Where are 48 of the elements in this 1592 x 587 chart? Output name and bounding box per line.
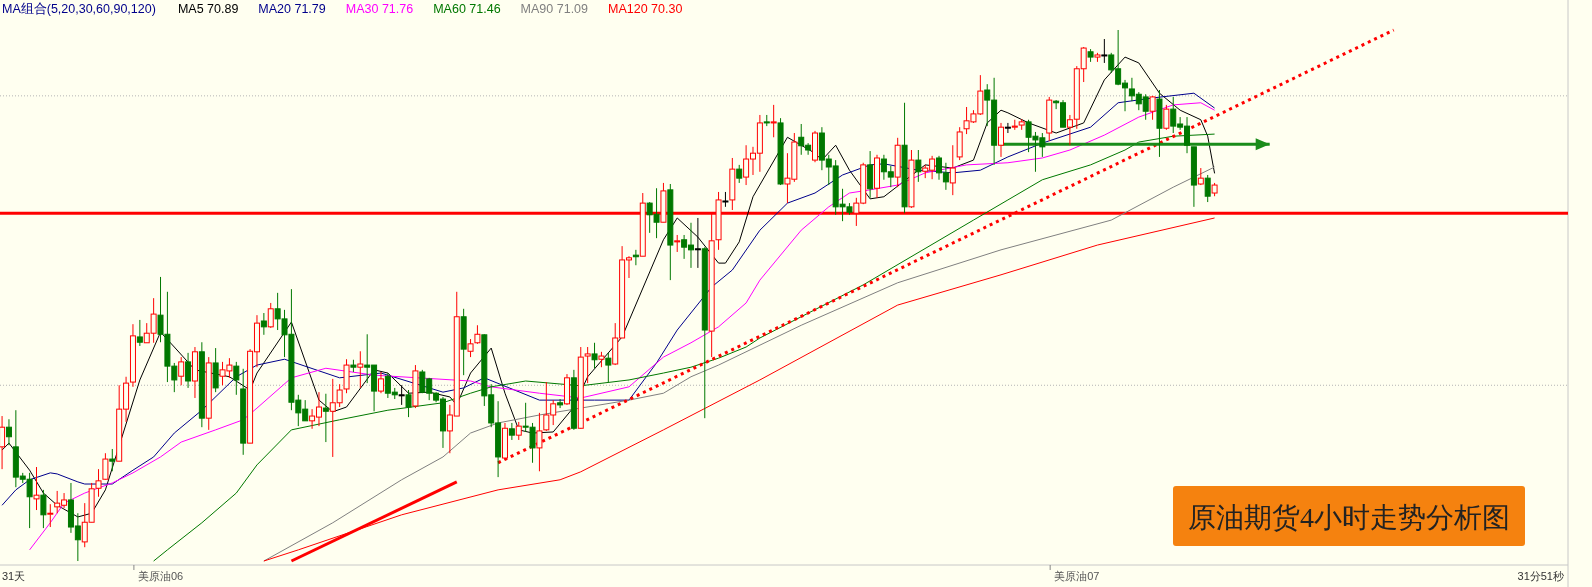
candlestick [185,352,192,389]
candlestick [357,350,364,389]
legend-title: MA组合(5,20,30,60,90,120) [2,2,156,16]
candlestick [47,503,54,528]
x-tick-label: 美原油06 [137,570,184,582]
candlestick [998,122,1005,158]
candlestick [736,164,743,184]
candlestick [1204,174,1211,203]
candlestick [405,389,412,418]
text: 31分51秒 [1517,570,1564,582]
candlestick [5,418,12,446]
text: MA5 70.89 [177,2,239,16]
candlestick [377,371,384,394]
candlestick [109,448,116,472]
candlestick [694,217,701,269]
text: MA120 70.30 [608,2,683,16]
text: MA20 71.79 [258,2,326,16]
candlestick [474,324,481,345]
candlestick [949,144,956,196]
candlestick [267,302,274,329]
candlestick [0,415,6,470]
candlestick [591,342,598,369]
candlestick [605,352,612,383]
candlestick [40,489,47,529]
candlestick [398,384,405,406]
candlestick [322,393,329,443]
text: MA30 71.76 [345,2,414,16]
candlestick [102,452,109,481]
candlestick [136,319,143,347]
text: MA60 71.46 [433,2,501,16]
candlestick [515,421,522,441]
candlestick [915,149,922,183]
candlestick [557,398,564,409]
candlestick [260,312,267,336]
candlestick [1101,38,1108,64]
text: MA90 71.09 [520,2,589,16]
candlestick [770,104,777,138]
candlestick [1004,122,1011,134]
candlestick [467,338,474,358]
text: 原油期货4小时走势分析图 [1188,502,1510,533]
candlestick [867,150,874,199]
text: 31天 [2,570,26,582]
candlestick [233,361,240,396]
candlestick [508,422,515,441]
candlestick [178,356,185,386]
candlestick [33,466,40,511]
x-tick-label: 美原油07 [1054,570,1100,582]
candlestick [1163,104,1170,131]
